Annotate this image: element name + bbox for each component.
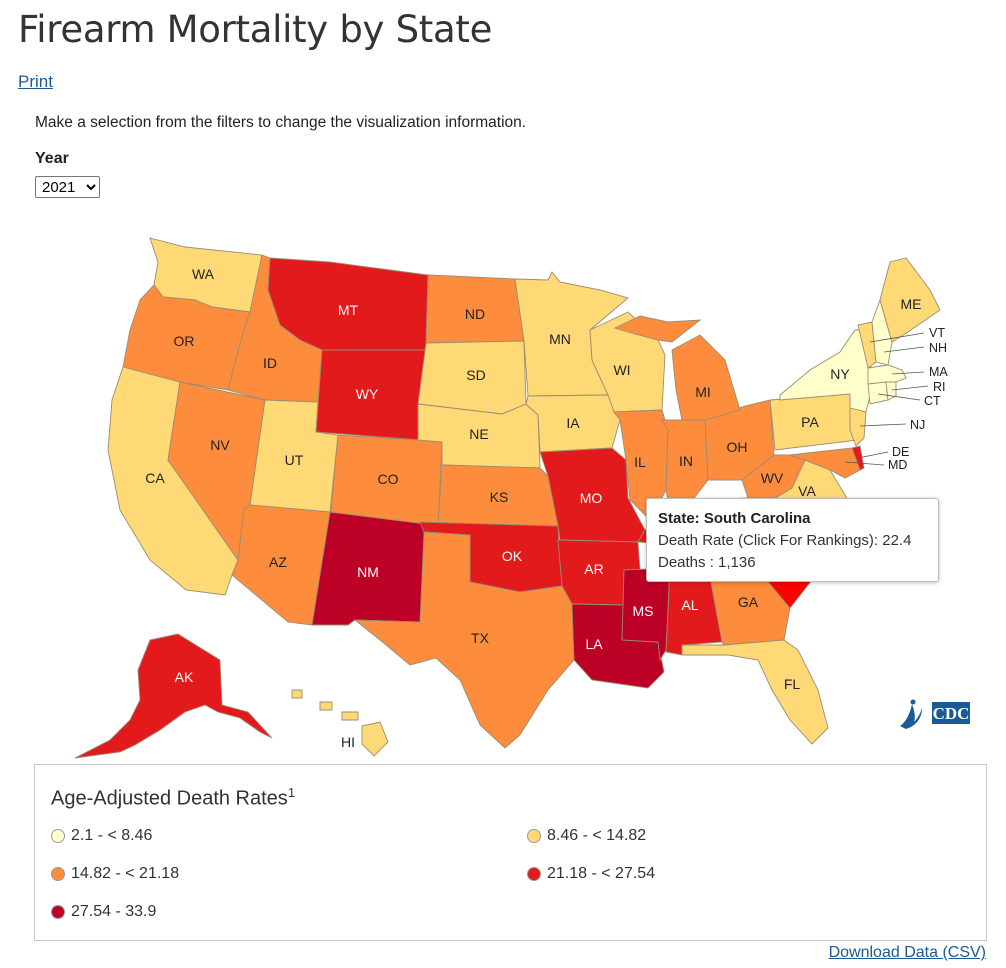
legend-label-3: 14.82 - < 21.18 xyxy=(71,865,180,882)
state-ct[interactable] xyxy=(867,381,889,405)
state-ak[interactable] xyxy=(74,633,273,759)
state-me[interactable] xyxy=(879,257,941,343)
state-nm[interactable] xyxy=(311,511,427,626)
us-choropleth-map: WA OR CA ID NV UT AZ MT WY CO NM ND SD N… xyxy=(74,237,948,759)
state-hi-1[interactable] xyxy=(291,689,303,699)
state-wy[interactable] xyxy=(315,349,427,441)
tooltip-rate: Death Rate (Click For Rankings): 22.4 xyxy=(658,532,912,549)
leader-ma xyxy=(891,371,925,375)
cdc-logo-box xyxy=(932,702,970,724)
state-tooltip: State: South Carolina Death Rate (Click … xyxy=(646,498,939,582)
state-nj[interactable] xyxy=(849,407,867,447)
legend-swatch-1 xyxy=(51,829,65,843)
legend-swatch-2 xyxy=(527,829,541,843)
legend-swatch-4 xyxy=(527,867,541,881)
state-fl[interactable] xyxy=(681,639,829,745)
legend-title: Age-Adjusted Death Rates1 xyxy=(51,785,295,811)
label-vt: VT xyxy=(929,326,945,340)
label-ma: MA xyxy=(929,365,948,379)
leader-ct xyxy=(877,393,921,401)
label-ri: RI xyxy=(933,380,946,394)
leader-de xyxy=(857,451,889,459)
legend-swatch-3 xyxy=(51,867,65,881)
legend-label-2: 8.46 - < 14.82 xyxy=(547,827,647,844)
label-nj: NJ xyxy=(910,418,925,432)
legend-label-5: 27.54 - 33.9 xyxy=(71,903,157,920)
page-title: Firearm Mortality by State xyxy=(18,8,493,51)
legend-footnote: 1 xyxy=(287,785,296,800)
filter-instructions: Make a selection from the filters to cha… xyxy=(35,114,527,131)
state-ia[interactable] xyxy=(525,394,621,453)
hhs-eagle-icon xyxy=(900,699,922,729)
state-nh[interactable] xyxy=(871,298,893,366)
legend-item-3: 14.82 - < 21.18 xyxy=(51,865,179,883)
legend-swatch-5 xyxy=(51,905,65,919)
leader-vt xyxy=(869,332,925,343)
state-pa[interactable] xyxy=(769,393,859,451)
legend-label-4: 21.18 - < 27.54 xyxy=(547,865,656,882)
year-select[interactable]: 2021 xyxy=(35,176,100,198)
leader-nj xyxy=(859,423,907,427)
label-md: MD xyxy=(888,458,907,472)
state-ma[interactable] xyxy=(867,364,907,385)
state-co[interactable] xyxy=(329,434,443,527)
label-hi: HI xyxy=(341,734,355,750)
leader-md xyxy=(844,461,885,466)
label-de: DE xyxy=(892,445,909,459)
leader-ri xyxy=(891,385,929,391)
year-filter-label: Year xyxy=(35,150,69,167)
state-ks[interactable] xyxy=(437,464,559,527)
state-hi-4[interactable] xyxy=(361,721,389,757)
label-ct: CT xyxy=(924,394,941,408)
label-nh: NH xyxy=(929,341,947,355)
legend-label-1: 2.1 - < 8.46 xyxy=(71,827,153,844)
download-data-link[interactable]: Download Data (CSV) xyxy=(828,944,986,961)
legend-item-2: 8.46 - < 14.82 xyxy=(527,827,646,845)
cdc-logo: CDC xyxy=(900,699,970,729)
state-hi-3[interactable] xyxy=(341,711,359,721)
state-mi[interactable] xyxy=(671,334,741,421)
legend-title-text: Age-Adjusted Death Rates xyxy=(51,787,288,810)
state-ri[interactable] xyxy=(885,381,897,401)
state-nd[interactable] xyxy=(425,274,525,344)
legend-item-5: 27.54 - 33.9 xyxy=(51,903,156,921)
print-link[interactable]: Print xyxy=(18,72,53,91)
state-sd[interactable] xyxy=(417,340,527,415)
legend-item-4: 21.18 - < 27.54 xyxy=(527,865,655,883)
tooltip-deaths: Deaths : 1,136 xyxy=(658,554,756,571)
cdc-logo-text: CDC xyxy=(933,704,970,723)
state-tx[interactable] xyxy=(353,531,575,749)
state-mn[interactable] xyxy=(514,271,629,397)
state-mi-upper[interactable] xyxy=(613,315,702,343)
legend: Age-Adjusted Death Rates1 2.1 - < 8.46 8… xyxy=(34,764,987,941)
state-in[interactable] xyxy=(661,419,709,507)
state-hi-2[interactable] xyxy=(319,701,333,711)
tooltip-title: State: South Carolina xyxy=(658,510,811,527)
leader-nh xyxy=(883,346,925,353)
legend-item-1: 2.1 - < 8.46 xyxy=(51,827,152,845)
